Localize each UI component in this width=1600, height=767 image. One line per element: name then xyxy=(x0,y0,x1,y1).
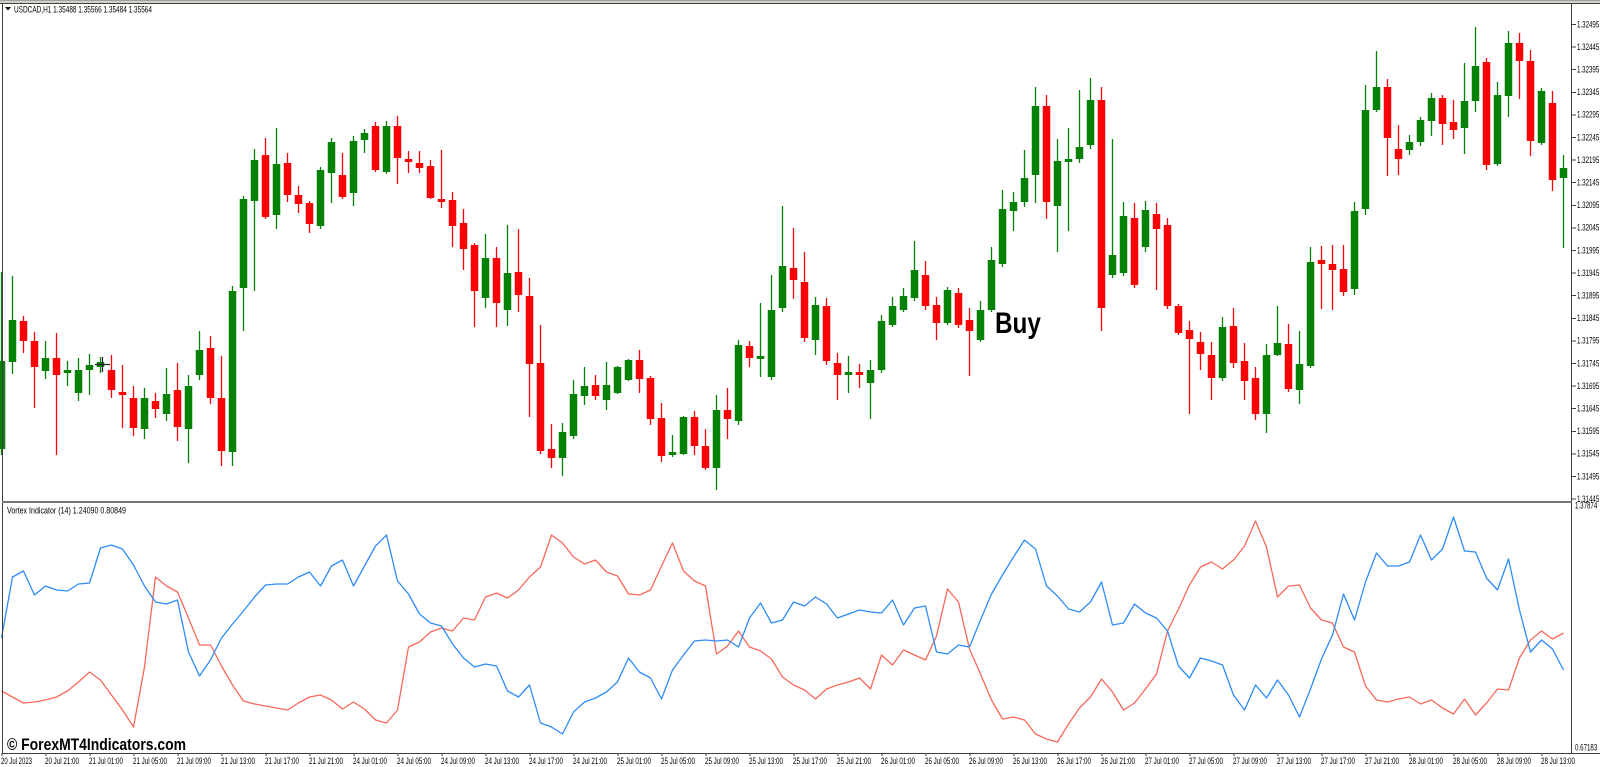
svg-text:24 Jul 13:00: 24 Jul 13:00 xyxy=(485,756,519,767)
svg-text:1.31445: 1.31445 xyxy=(1577,494,1599,505)
svg-text:1.32345: 1.32345 xyxy=(1577,87,1599,98)
svg-text:1.32495: 1.32495 xyxy=(1577,19,1599,30)
svg-text:1.31495: 1.31495 xyxy=(1577,471,1599,482)
svg-text:1.31995: 1.31995 xyxy=(1577,245,1599,256)
svg-text:20 Jul 21:00: 20 Jul 21:00 xyxy=(45,756,79,767)
svg-text:24 Jul 21:00: 24 Jul 21:00 xyxy=(573,756,607,767)
svg-text:1.31695: 1.31695 xyxy=(1577,381,1599,392)
svg-text:25 Jul 13:00: 25 Jul 13:00 xyxy=(749,756,783,767)
svg-text:1.32045: 1.32045 xyxy=(1577,223,1599,234)
svg-text:28 Jul 09:00: 28 Jul 09:00 xyxy=(1497,756,1531,767)
svg-text:26 Jul 05:00: 26 Jul 05:00 xyxy=(925,756,959,767)
svg-text:25 Jul 17:00: 25 Jul 17:00 xyxy=(793,756,827,767)
svg-text:1.31545: 1.31545 xyxy=(1577,449,1599,460)
svg-text:1.31595: 1.31595 xyxy=(1577,426,1599,437)
svg-text:1.32245: 1.32245 xyxy=(1577,132,1599,143)
svg-text:1.32445: 1.32445 xyxy=(1577,42,1599,53)
svg-text:28 Jul 13:00: 28 Jul 13:00 xyxy=(1541,756,1575,767)
svg-text:21 Jul 01:00: 21 Jul 01:00 xyxy=(89,756,123,767)
svg-text:26 Jul 09:00: 26 Jul 09:00 xyxy=(969,756,1003,767)
svg-text:26 Jul 13:00: 26 Jul 13:00 xyxy=(1013,756,1047,767)
svg-text:1.32395: 1.32395 xyxy=(1577,65,1599,76)
svg-text:25 Jul 05:00: 25 Jul 05:00 xyxy=(661,756,695,767)
svg-text:Buy: Buy xyxy=(995,306,1042,340)
svg-text:1.31845: 1.31845 xyxy=(1577,313,1599,324)
svg-text:0.67183: 0.67183 xyxy=(1575,743,1597,754)
svg-text:26 Jul 21:00: 26 Jul 21:00 xyxy=(1101,756,1135,767)
svg-text:1.31795: 1.31795 xyxy=(1577,336,1599,347)
svg-text:27 Jul 05:00: 27 Jul 05:00 xyxy=(1189,756,1223,767)
svg-text:26 Jul 17:00: 26 Jul 17:00 xyxy=(1057,756,1091,767)
svg-text:28 Jul 01:00: 28 Jul 01:00 xyxy=(1409,756,1443,767)
svg-text:21 Jul 05:00: 21 Jul 05:00 xyxy=(133,756,167,767)
svg-text:1.31895: 1.31895 xyxy=(1577,291,1599,302)
svg-text:24 Jul 17:00: 24 Jul 17:00 xyxy=(529,756,563,767)
svg-text:27 Jul 01:00: 27 Jul 01:00 xyxy=(1145,756,1179,767)
svg-text:21 Jul 09:00: 21 Jul 09:00 xyxy=(177,756,211,767)
svg-text:25 Jul 21:00: 25 Jul 21:00 xyxy=(837,756,871,767)
svg-text:24 Jul 05:00: 24 Jul 05:00 xyxy=(397,756,431,767)
svg-text:USDCAD,H1 1.35488 1.35566 1.3: USDCAD,H1 1.35488 1.35566 1.35484 1.3556… xyxy=(14,5,152,15)
svg-text:21 Jul 21:00: 21 Jul 21:00 xyxy=(309,756,343,767)
svg-text:26 Jul 01:00: 26 Jul 01:00 xyxy=(881,756,915,767)
svg-text:1.31945: 1.31945 xyxy=(1577,268,1599,279)
svg-text:25 Jul 09:00: 25 Jul 09:00 xyxy=(705,756,739,767)
svg-text:© ForexMT4Indicators.com: © ForexMT4Indicators.com xyxy=(7,735,186,754)
svg-text:20 Jul 2023: 20 Jul 2023 xyxy=(1,756,32,767)
svg-text:1.32145: 1.32145 xyxy=(1577,178,1599,189)
svg-text:1.31645: 1.31645 xyxy=(1577,404,1599,415)
svg-text:Vortex Indicator (14) 1.24090: Vortex Indicator (14) 1.24090 0.80849 xyxy=(7,506,126,516)
svg-text:24 Jul 01:00: 24 Jul 01:00 xyxy=(353,756,387,767)
svg-text:21 Jul 17:00: 21 Jul 17:00 xyxy=(265,756,299,767)
svg-text:27 Jul 17:00: 27 Jul 17:00 xyxy=(1321,756,1355,767)
svg-text:27 Jul 09:00: 27 Jul 09:00 xyxy=(1233,756,1267,767)
svg-text:1.31745: 1.31745 xyxy=(1577,358,1599,369)
svg-text:27 Jul 21:00: 27 Jul 21:00 xyxy=(1365,756,1399,767)
svg-text:1.37874: 1.37874 xyxy=(1575,501,1597,512)
svg-text:1.32295: 1.32295 xyxy=(1577,110,1599,121)
svg-text:27 Jul 13:00: 27 Jul 13:00 xyxy=(1277,756,1311,767)
svg-text:25 Jul 01:00: 25 Jul 01:00 xyxy=(617,756,651,767)
svg-text:1.32095: 1.32095 xyxy=(1577,200,1599,211)
svg-text:1.32195: 1.32195 xyxy=(1577,155,1599,166)
svg-text:24 Jul 09:00: 24 Jul 09:00 xyxy=(441,756,475,767)
svg-text:28 Jul 05:00: 28 Jul 05:00 xyxy=(1453,756,1487,767)
svg-text:21 Jul 13:00: 21 Jul 13:00 xyxy=(221,756,255,767)
